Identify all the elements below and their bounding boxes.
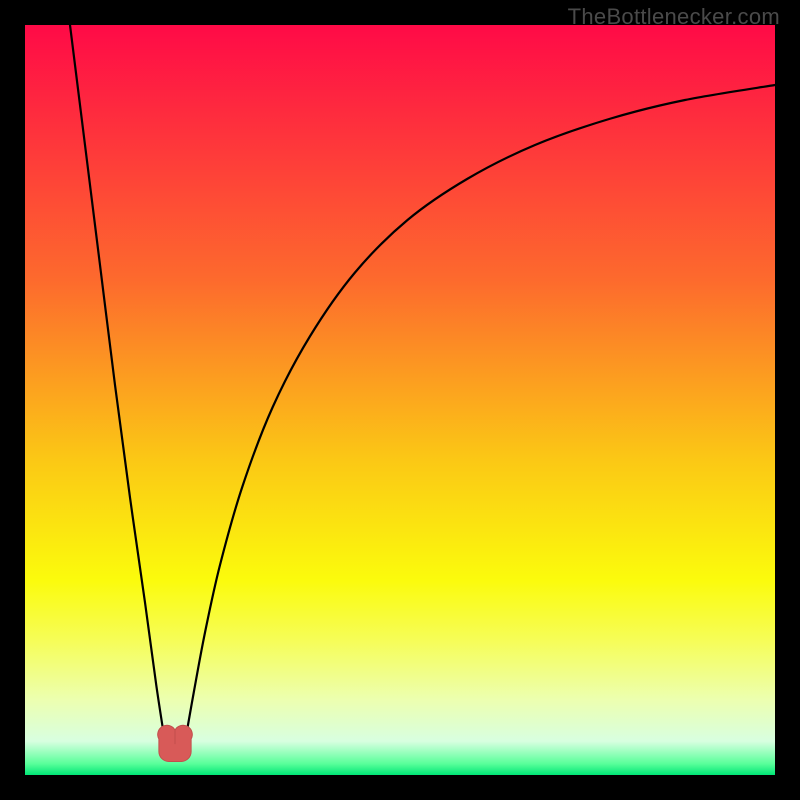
minimum-marker [158, 725, 193, 761]
chart-frame: TheBottlenecker.com [0, 0, 800, 800]
bottleneck-curve-right [186, 85, 776, 739]
plot-area [25, 25, 775, 775]
watermark-text: TheBottlenecker.com [568, 4, 780, 30]
curve-layer [25, 25, 775, 775]
bottleneck-curve-left [70, 25, 165, 739]
